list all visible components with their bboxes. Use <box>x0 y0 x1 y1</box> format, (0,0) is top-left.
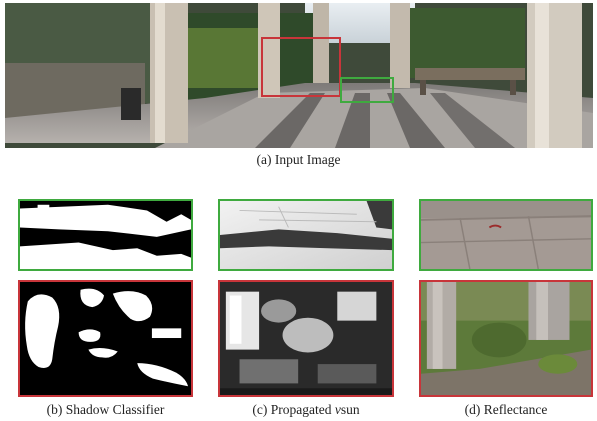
reflectance-caption: (d) Reflectance <box>464 402 548 417</box>
propagated-vsun-red-crop <box>218 280 394 397</box>
input-image-caption: (a) Input Image <box>256 152 341 167</box>
reflectance-green-crop <box>419 199 593 271</box>
reflectance-red-crop <box>419 280 593 397</box>
propagated-caption-italic: v <box>334 402 341 417</box>
propagated-caption-prefix: (c) Propagated <box>252 402 335 417</box>
shadow-classifier-green-crop <box>18 199 193 271</box>
green-highlight-box <box>340 77 394 103</box>
shadow-classifier-red-crop <box>18 280 193 397</box>
propagated-vsun-green-crop <box>218 199 394 271</box>
shadow-classifier-caption: (b) Shadow Classifier <box>46 402 165 417</box>
propagated-caption-suffix: sun <box>340 402 360 417</box>
input-image <box>5 3 593 148</box>
red-highlight-box <box>261 37 341 97</box>
propagated-vsun-caption: (c) Propagated vsun <box>218 402 394 418</box>
